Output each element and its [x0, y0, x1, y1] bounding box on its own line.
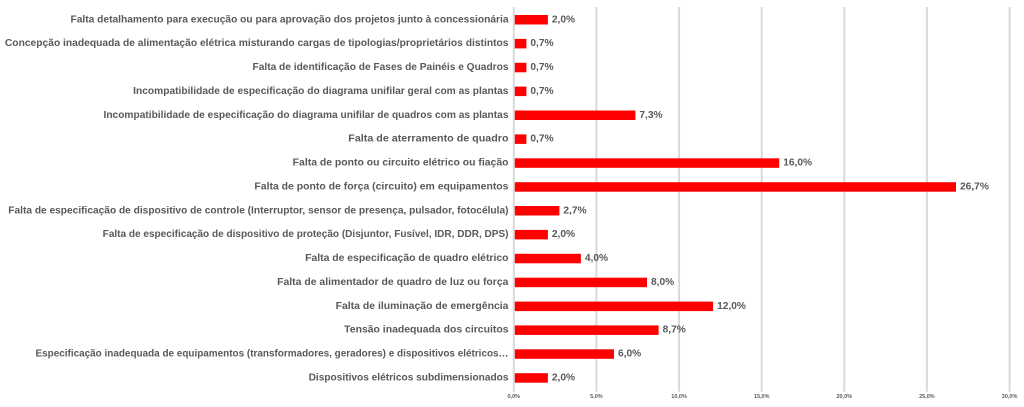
- svg-text:0,7%: 0,7%: [530, 134, 553, 145]
- svg-text:0,7%: 0,7%: [530, 38, 553, 49]
- svg-text:Falta de ponto ou circuito elé: Falta de ponto ou circuito elétrico ou f…: [293, 158, 509, 169]
- svg-text:10,0%: 10,0%: [671, 394, 687, 400]
- svg-text:Falta detalhamento para execuç: Falta detalhamento para execução ou para…: [71, 14, 510, 25]
- svg-text:Tensão inadequada dos circuito: Tensão inadequada dos circuitos: [344, 325, 509, 336]
- svg-text:Especificação inadequada de eq: Especificação inadequada de equipamentos…: [36, 349, 509, 360]
- svg-text:2,0%: 2,0%: [552, 372, 575, 383]
- svg-text:6,0%: 6,0%: [618, 349, 641, 360]
- svg-text:5,0%: 5,0%: [590, 394, 603, 400]
- svg-text:15,0%: 15,0%: [754, 394, 770, 400]
- svg-text:Falta de iluminação de emergên: Falta de iluminação de emergência: [336, 301, 509, 312]
- svg-text:Concepção inadequada de alimen: Concepção inadequada de alimentação elét…: [5, 38, 509, 49]
- svg-text:Falta de alimentador de quadro: Falta de alimentador de quadro de luz ou…: [277, 277, 509, 288]
- svg-text:4,0%: 4,0%: [585, 253, 608, 264]
- svg-text:Falta de aterramento de quadro: Falta de aterramento de quadro: [348, 134, 508, 145]
- svg-text:30,0%: 30,0%: [1002, 394, 1018, 400]
- svg-text:Falta de identificação de Fase: Falta de identificação de Fases de Painé…: [253, 62, 510, 73]
- svg-text:Falta de ponto de força (circu: Falta de ponto de força (circuito) em eq…: [254, 181, 509, 192]
- svg-text:0,7%: 0,7%: [530, 86, 553, 97]
- svg-text:Falta de especificação de disp: Falta de especificação de dispositivo de…: [103, 229, 509, 240]
- svg-text:Falta de especificação de disp: Falta de especificação de dispositivo de…: [8, 205, 508, 216]
- svg-text:2,0%: 2,0%: [552, 14, 575, 25]
- svg-text:0,7%: 0,7%: [530, 62, 553, 73]
- svg-text:Incompatibilidade de especific: Incompatibilidade de especificação do di…: [104, 110, 510, 121]
- svg-text:Dispositivos elétricos subdime: Dispositivos elétricos subdimensionados: [309, 372, 509, 383]
- svg-text:0,0%: 0,0%: [508, 394, 521, 400]
- svg-text:Falta de especificação de quad: Falta de especificação de quadro elétric…: [305, 253, 508, 264]
- svg-text:8,7%: 8,7%: [663, 325, 686, 336]
- svg-text:2,7%: 2,7%: [563, 205, 586, 216]
- svg-text:Incompatibilidade de especific: Incompatibilidade de especificação do di…: [133, 86, 509, 97]
- svg-text:25,0%: 25,0%: [919, 394, 935, 400]
- svg-text:12,0%: 12,0%: [717, 301, 746, 312]
- svg-text:8,0%: 8,0%: [651, 277, 674, 288]
- svg-text:16,0%: 16,0%: [783, 158, 812, 169]
- svg-text:26,7%: 26,7%: [960, 181, 989, 192]
- svg-text:2,0%: 2,0%: [552, 229, 575, 240]
- svg-text:20,0%: 20,0%: [836, 394, 852, 400]
- svg-text:7,3%: 7,3%: [639, 110, 662, 121]
